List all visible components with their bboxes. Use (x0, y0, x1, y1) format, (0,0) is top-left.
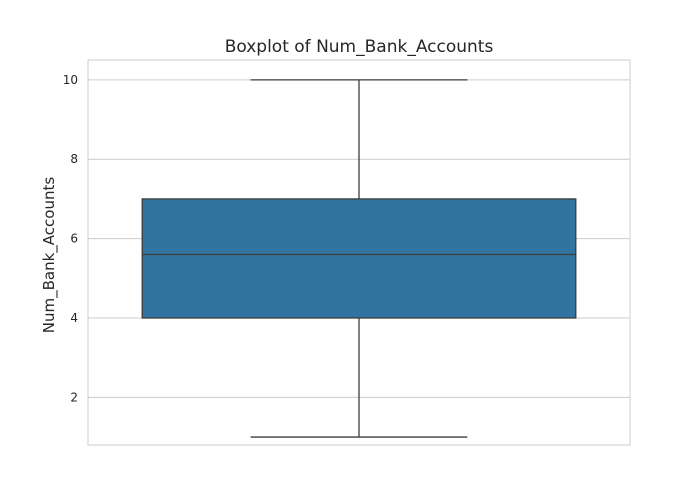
y-tick-label-2: 2 (70, 390, 78, 404)
y-tick-label-10: 10 (63, 73, 78, 87)
y-tick-label-8: 8 (70, 152, 78, 166)
plot-frame (87, 59, 631, 446)
y-axis-label: Num_Bank_Accounts (40, 177, 59, 334)
y-tick-label-6: 6 (70, 232, 78, 246)
y-tick-labels: 2 4 6 8 10 (63, 73, 78, 405)
box-layer (141, 79, 577, 438)
chart-title: Boxplot of Num_Bank_Accounts (225, 37, 494, 57)
iqr-box (141, 198, 577, 319)
y-tick-label-4: 4 (70, 311, 78, 325)
